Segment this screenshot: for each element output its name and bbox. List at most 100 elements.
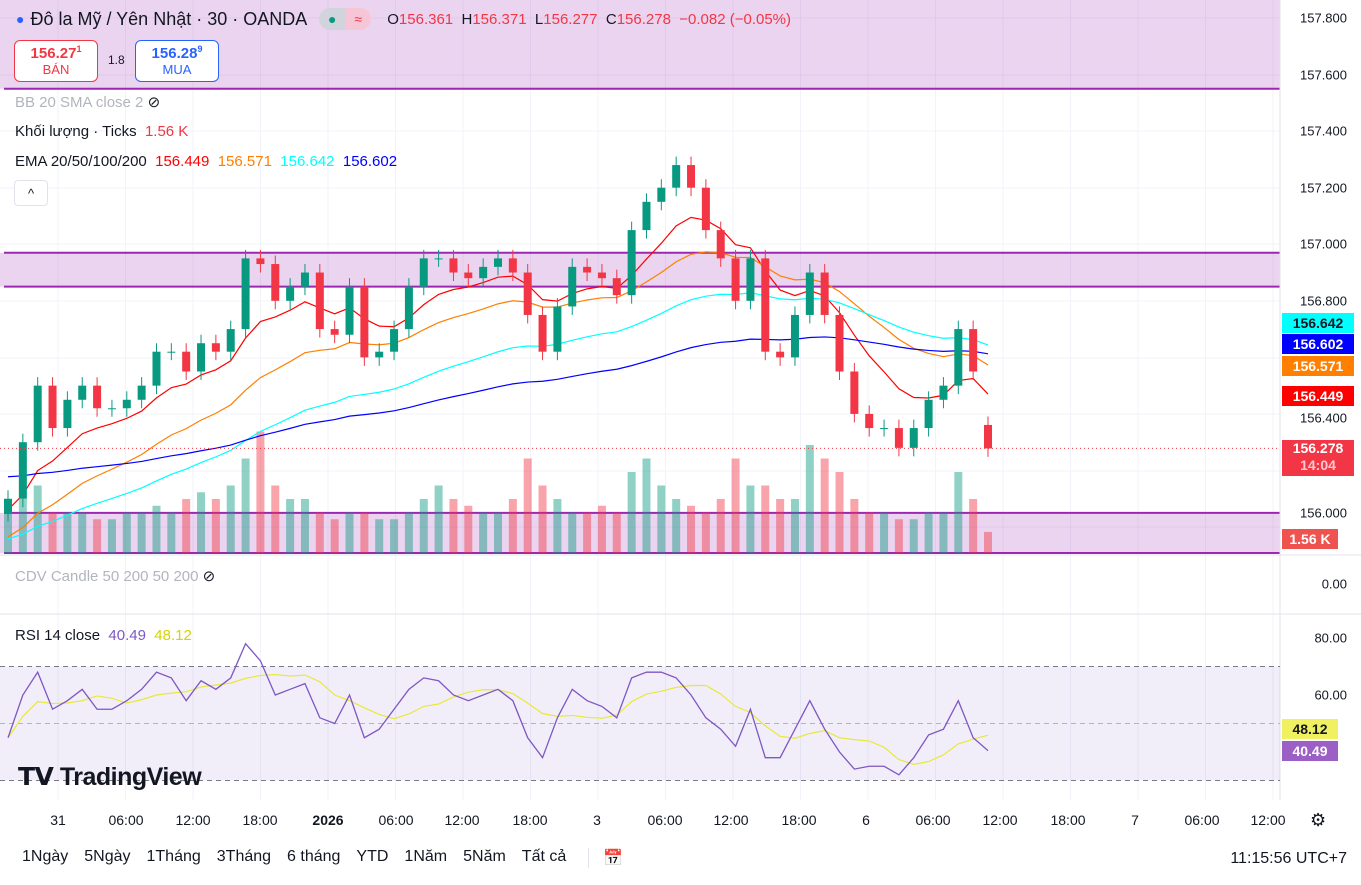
time-axis-label: 31 xyxy=(50,812,66,828)
volume-bar xyxy=(746,485,755,553)
rsi-axis-label: 80.00 xyxy=(1314,630,1347,646)
candle xyxy=(523,272,532,315)
range-1y[interactable]: 1Năm xyxy=(404,848,448,865)
volume-bar xyxy=(33,485,42,553)
volume-bar xyxy=(805,445,814,553)
settings-gear-icon[interactable]: ⚙ xyxy=(1310,810,1327,830)
time-axis-label: 7 xyxy=(1131,812,1139,828)
ema50-price-tag: 156.571 xyxy=(1282,356,1354,376)
hidden-eye-icon[interactable]: ⊘ xyxy=(147,94,161,111)
volume-bar xyxy=(137,512,146,553)
range-all[interactable]: Tất cả xyxy=(521,848,567,865)
buy-button[interactable]: 156.289 MUA xyxy=(135,40,219,82)
candle xyxy=(894,428,903,448)
volume-bar xyxy=(731,458,740,553)
range-6m[interactable]: 6 tháng xyxy=(287,848,341,865)
candle xyxy=(612,278,621,296)
candle xyxy=(776,351,785,358)
candle xyxy=(197,343,206,372)
candle xyxy=(137,385,146,400)
candle xyxy=(479,266,488,279)
time-axis-label: 18:00 xyxy=(1050,812,1086,828)
range-5y[interactable]: 5Năm xyxy=(463,848,506,865)
rsi-legend[interactable]: RSI 14 close 40.49 48.12 xyxy=(15,627,192,644)
volume-bar xyxy=(330,519,339,553)
market-open-dot-icon: ● xyxy=(319,8,346,30)
volume-bar xyxy=(18,499,27,553)
time-axis-label: 2026 xyxy=(312,812,344,828)
candle xyxy=(256,258,265,265)
candle xyxy=(152,351,161,386)
price-axis-label: 157.600 xyxy=(1300,67,1347,83)
candle xyxy=(300,272,309,287)
status-pill[interactable]: ● ≈ xyxy=(319,8,372,30)
cdv-legend[interactable]: CDV Candle 50 200 50 200 ⊘ xyxy=(15,568,216,585)
candle xyxy=(182,351,191,372)
candle xyxy=(360,286,369,358)
zone xyxy=(0,512,1280,553)
time-axis-label: 12:00 xyxy=(713,812,749,828)
volume-bar xyxy=(939,512,948,553)
candle xyxy=(939,385,948,400)
tradingview-logo: 𝗧𝗩 TradingView xyxy=(18,763,202,791)
price-axis-label: 157.400 xyxy=(1300,123,1347,139)
bb-legend[interactable]: BB 20 SMA close 2 ⊘ xyxy=(15,94,161,111)
volume-bar xyxy=(449,499,458,553)
candle xyxy=(315,272,324,330)
candle xyxy=(642,201,651,231)
range-5d[interactable]: 5Ngày xyxy=(84,848,131,865)
volume-bar xyxy=(835,472,844,553)
range-ytd[interactable]: YTD xyxy=(356,848,389,865)
volume-bar xyxy=(984,531,992,553)
clock[interactable]: 11:15:56 UTC+7 xyxy=(1230,850,1347,867)
candle xyxy=(390,329,399,352)
price-axis-label: 156.800 xyxy=(1300,293,1347,309)
volume-bar xyxy=(612,512,621,553)
volume-bar xyxy=(271,485,280,553)
last-price-tag: 156.278 14:04 xyxy=(1282,440,1354,476)
sell-button[interactable]: 156.271 BÁN xyxy=(14,40,98,82)
candle xyxy=(18,442,27,499)
range-1d[interactable]: 1Ngày xyxy=(22,848,69,865)
rsi-line xyxy=(7,642,989,776)
range-1m[interactable]: 1Tháng xyxy=(146,848,201,865)
time-axis-label: 06:00 xyxy=(108,812,144,828)
ema200-line xyxy=(7,336,989,478)
ema-legend[interactable]: EMA 20/50/100/200 156.449 156.571 156.64… xyxy=(15,153,398,170)
range-3m[interactable]: 3Tháng xyxy=(216,848,272,865)
volume-legend[interactable]: Khối lượng · Ticks 1.56 K xyxy=(15,123,189,140)
candle xyxy=(820,272,829,315)
candle xyxy=(627,230,636,296)
delayed-data-icon: ≈ xyxy=(345,8,372,30)
last-value: 156.278 xyxy=(1292,440,1344,456)
candle xyxy=(687,165,696,188)
candle xyxy=(805,272,814,315)
candle xyxy=(969,329,978,372)
symbol-header: ● Đô la Mỹ / Yên Nhật · 30 · OANDA ● ≈ O1… xyxy=(16,8,791,30)
calendar-goto-icon[interactable]: 📅 xyxy=(588,848,631,868)
volume-bar xyxy=(300,499,309,553)
time-axis-label: 6 xyxy=(862,812,870,828)
volume-bar xyxy=(167,512,176,553)
volume-bar xyxy=(241,458,250,553)
candle xyxy=(434,258,443,260)
candle xyxy=(568,266,577,307)
volume-bar xyxy=(494,512,502,553)
candle xyxy=(835,314,844,372)
volume-bar xyxy=(63,512,72,553)
ema200-price-tag: 156.602 xyxy=(1282,334,1354,354)
candle xyxy=(271,264,280,301)
candle xyxy=(538,314,547,352)
hidden-eye-icon[interactable]: ⊘ xyxy=(202,568,216,585)
candle xyxy=(330,329,339,335)
cdv-axis-label: 0.00 xyxy=(1321,576,1347,592)
symbol-title[interactable]: Đô la Mỹ / Yên Nhật · 30 · OANDA xyxy=(30,8,308,29)
volume-bar xyxy=(761,485,770,553)
candle xyxy=(746,258,755,301)
volume-bar xyxy=(538,485,547,553)
collapse-legend-button[interactable]: ^ xyxy=(14,180,48,206)
volume-bar xyxy=(122,512,131,553)
candle xyxy=(241,258,250,330)
price-axis-label: 157.800 xyxy=(1300,10,1347,26)
